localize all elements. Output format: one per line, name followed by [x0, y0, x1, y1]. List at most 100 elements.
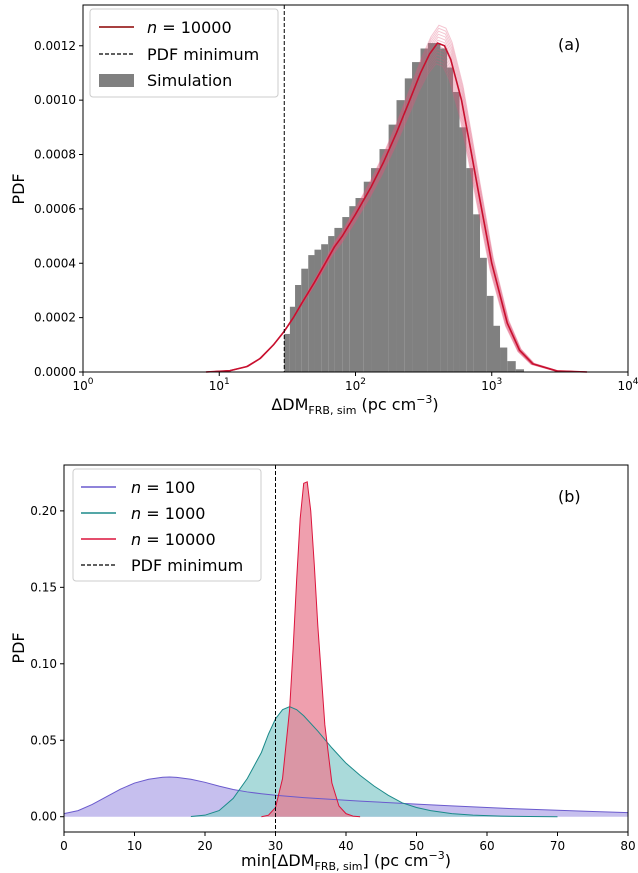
simulation-histogram [284, 43, 525, 373]
histogram-bar [321, 244, 329, 372]
panel-b-legend-label-1: n = 1000 [131, 504, 205, 523]
histogram-bar [295, 285, 302, 372]
histogram-bar [388, 124, 397, 373]
panel-a-label: (a) [558, 35, 580, 54]
histogram-bar [420, 48, 428, 372]
x-tick-label: 30 [268, 839, 283, 853]
panel-b-legend-text-1: = 1000 [141, 504, 205, 523]
y-tick-label: 0.10 [30, 657, 57, 671]
panel-b-xlabel-close: ) [445, 851, 451, 870]
x-tick-label: 80 [620, 839, 635, 853]
y-tick-label: 0.0006 [34, 202, 76, 216]
histogram-bar [459, 127, 467, 372]
histogram-bar [342, 217, 350, 372]
x-tick-exponent: 1 [224, 377, 230, 387]
histogram-bar [349, 206, 356, 372]
histogram-bar [480, 257, 487, 372]
panel-a-y-ticks: 0.0000 0.0002 0.0004 0.0006 0.0008 0.0010 0.00… [34, 39, 83, 379]
y-tick-label: 0.0012 [34, 39, 76, 53]
panel-b-legend-label-3: PDF minimum [131, 556, 243, 575]
series-line-n1000 [190, 706, 558, 818]
histogram-bar [493, 325, 501, 372]
panel-b-legend-box [72, 468, 262, 582]
x-tick-exponent: 0 [88, 377, 94, 387]
panel-a-legend-label-2: Simulation [147, 71, 232, 90]
panel-b-xlabel-main: min[ΔDM [241, 851, 314, 870]
y-tick-label: 0.0004 [34, 256, 76, 270]
panel-a-plot-area [204, 5, 589, 373]
panel-a-ylabel: PDF [9, 173, 28, 204]
panel-b-legend: n = 100 n = 1000 n = 10000 PDF minimum [72, 468, 262, 582]
histogram-bar [473, 214, 481, 372]
x-tick-label: 40 [338, 839, 353, 853]
panel-a-legend-text-0: = 10000 [157, 18, 231, 37]
y-tick-label: 0.20 [30, 504, 57, 518]
histogram-bar [301, 268, 309, 372]
x-tick-exponent: 2 [360, 377, 366, 387]
panel-b-plot-area [63, 465, 629, 832]
histogram-bar [328, 236, 335, 372]
panel-b-legend-text-0: = 100 [141, 478, 195, 497]
histogram-bar [314, 249, 322, 372]
series-line-n100 [63, 776, 629, 815]
histogram-bar [447, 67, 454, 372]
y-tick-label: 0.0010 [34, 93, 76, 107]
panel-b-legend-label-2: n = 10000 [131, 530, 216, 549]
panel-b-legend-prefix-1: n [131, 504, 141, 523]
histogram-bar [355, 198, 364, 372]
series-area-n100 [64, 776, 628, 817]
x-tick-label: 60 [479, 839, 494, 853]
series-line-n10000 [261, 481, 361, 818]
histogram-bar [466, 168, 474, 372]
x-tick-label: 70 [550, 839, 565, 853]
panel-b-xlabel-units: ] (pc cm [363, 851, 429, 870]
panel-b-legend-prefix-0: n [131, 478, 141, 497]
x-tick-exponent: 4 [633, 377, 638, 387]
panel-a-xlabel-exp: −3 [416, 393, 432, 406]
panel-b-xlabel-exp: −3 [429, 849, 445, 862]
panel-b-xlabel-sub: FRB, sim [315, 860, 363, 873]
panel-a-legend-label-0: n = 10000 [147, 18, 232, 37]
histogram-bar [412, 62, 421, 372]
histogram-bar [440, 48, 448, 372]
histogram-bar [371, 168, 380, 372]
panel-a-legend-box [89, 8, 279, 98]
panel-b-x-ticks: 0 10 20 30 40 50 60 70 80 [60, 832, 636, 853]
histogram-bar [363, 181, 372, 372]
panel-a-xlabel-sub: FRB, sim [308, 404, 356, 417]
x-tick-label: 20 [197, 839, 212, 853]
x-tick-label: 50 [409, 839, 424, 853]
y-tick-label: 0.0008 [34, 148, 76, 162]
histogram-bar [453, 91, 460, 373]
series-area-n10000 [261, 481, 361, 817]
panel-b-legend-prefix-2: n [131, 530, 141, 549]
y-tick-label: 0.00 [30, 810, 57, 824]
panel-a-legend-label-1: PDF minimum [147, 45, 259, 64]
histogram-bar [289, 306, 296, 372]
panel-a-xlabel-main: ΔDM [271, 395, 308, 414]
y-tick-label: 0.05 [30, 733, 57, 747]
panel-b-y-ticks: 0.00 0.05 0.10 0.15 0.20 [30, 504, 64, 824]
y-tick-label: 0.0002 [34, 311, 76, 325]
panel-b-legend-label-0: n = 100 [131, 478, 195, 497]
histogram-bar [396, 100, 405, 373]
x-tick-exponent: 3 [497, 377, 503, 387]
panel-a-xlabel: ΔDMFRB, sim (pc cm−3) [271, 393, 438, 417]
x-tick-label: 10 [127, 839, 142, 853]
histogram-bar [379, 149, 389, 372]
histogram-bar [500, 347, 508, 372]
panel-a-legend-swatch-2 [99, 74, 134, 87]
histogram-bar [334, 227, 343, 372]
panel-a: 100 101 102 103 104 0.00000.00020.00040.0006… [9, 4, 638, 417]
panel-b-legend-text-2: = 10000 [141, 530, 215, 549]
panel-a-xlabel-units: (pc cm [356, 395, 416, 414]
y-tick-label: 0.15 [30, 580, 57, 594]
panel-a-xlabel-close: ) [432, 395, 438, 414]
histogram-bar [507, 361, 516, 372]
panel-b-label: (b) [558, 487, 581, 506]
panel-a-legend-prefix-0: n [147, 18, 157, 37]
panel-b: 0 10 20 30 40 50 60 70 80 0.00 0.05 0.10 0.15 0.20 (… [9, 464, 636, 873]
panel-a-legend: n = 10000 PDF minimum Simulation [89, 8, 279, 98]
histogram-bar [404, 78, 413, 373]
